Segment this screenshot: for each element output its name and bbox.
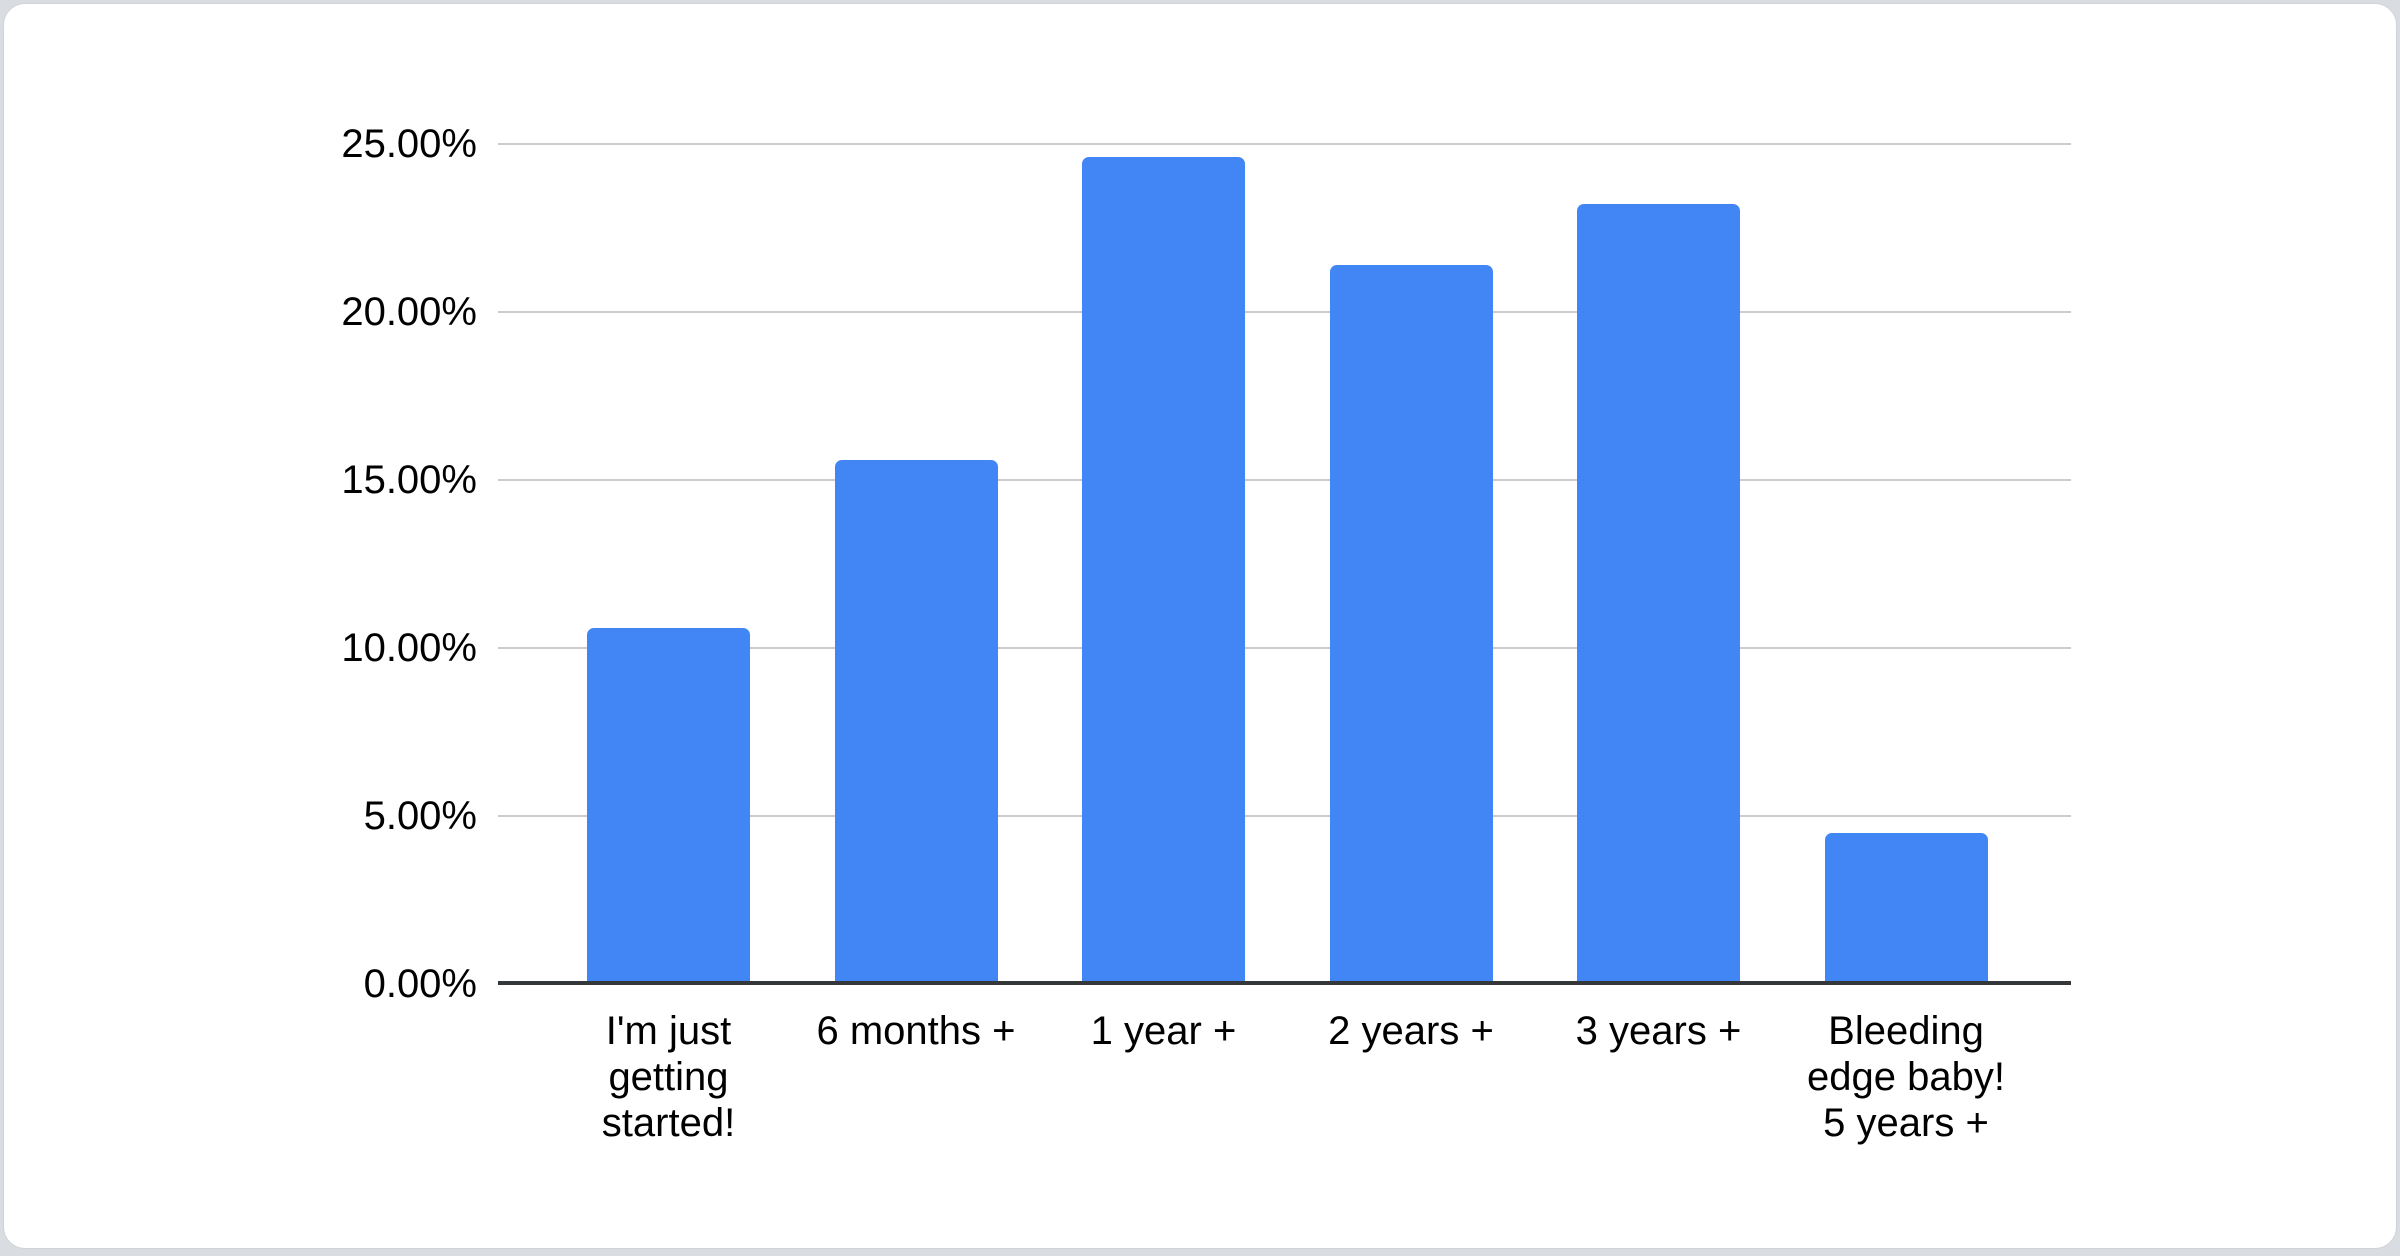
bar-3-years[interactable] (1577, 204, 1740, 984)
y-axis-tick-label: 20.00% (341, 290, 477, 334)
y-axis-tick-label: 5.00% (363, 794, 477, 838)
y-axis-tick-label: 25.00% (341, 122, 477, 166)
bar-1-year[interactable] (1082, 157, 1245, 984)
x-axis-category-label: Bleeding edge baby! 5 years + (1807, 1009, 2005, 1145)
y-axis-tick-label: 15.00% (341, 458, 477, 502)
x-axis-category-label: 3 years + (1575, 1009, 1742, 1053)
x-axis-line (498, 981, 2071, 985)
gridline-15-percent (498, 479, 2071, 481)
x-axis-category-label: 2 years + (1328, 1009, 1494, 1053)
bar-chart: 0.00% 5.00% 10.00% 15.00% 20.00% 25.00% I'm j… (4, 4, 2400, 1260)
y-axis-tick-label: 0.00% (363, 962, 477, 1006)
bar-2-years[interactable] (1329, 264, 1493, 984)
x-axis-category-label: I'm just getting started! (601, 1009, 736, 1145)
gridline-5-percent (498, 815, 2071, 817)
gridline-25-percent (498, 143, 2071, 145)
gridline-10-percent (498, 647, 2071, 649)
chart-card: 0.00% 5.00% 10.00% 15.00% 20.00% 25.00% I'm j… (3, 3, 2397, 1249)
bar-6-months[interactable] (834, 459, 998, 984)
gridline-20-percent (498, 311, 2071, 313)
x-axis-category-label: 1 year + (1090, 1009, 1237, 1053)
bar-i-m-just-getting-started[interactable] (587, 627, 750, 984)
x-axis-category-label: 6 months + (816, 1009, 1016, 1053)
y-axis-tick-label: 10.00% (341, 626, 477, 670)
bar-bleeding-edge-baby-5-years[interactable] (1824, 832, 1988, 984)
